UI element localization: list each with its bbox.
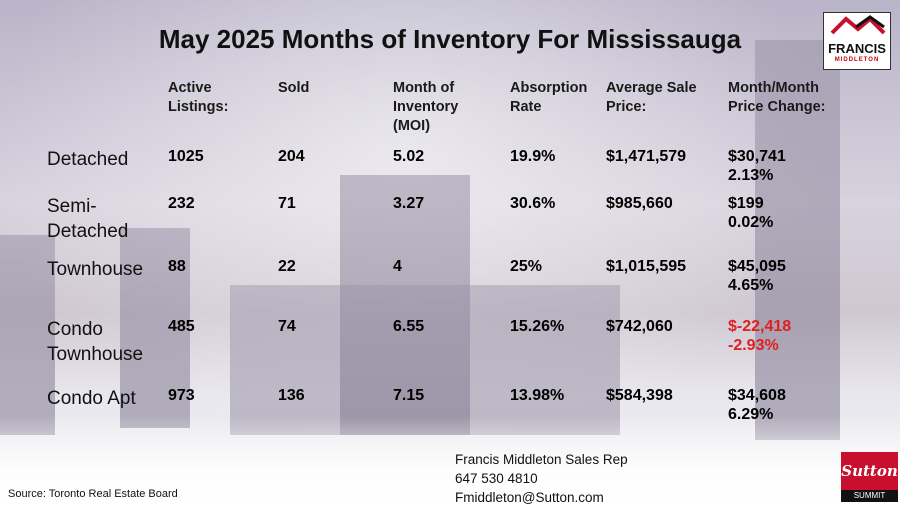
header-absorption: Absorption Rate	[510, 80, 588, 115]
cell-avg-price: $1,471,579	[606, 148, 687, 165]
contact-email: Fmiddleton@Sutton.com	[455, 490, 604, 505]
cell-change-pct: 0.02%	[728, 214, 774, 231]
cell-avg-price: $985,660	[606, 195, 673, 212]
header-active: Active Listings:	[168, 80, 229, 115]
cell-sold: 136	[278, 387, 305, 404]
cell-active: 232	[168, 195, 195, 212]
snow-ground	[0, 416, 900, 506]
cell-active: 973	[168, 387, 195, 404]
cell-sold: 204	[278, 148, 305, 165]
building-left-2	[120, 228, 190, 428]
page-title: May 2025 Months of Inventory For Mississ…	[158, 24, 742, 54]
cell-change-amount: $-22,418	[728, 318, 792, 335]
header-avg-price: Average Sale Price:	[606, 80, 697, 115]
cell-avg-price: $742,060	[606, 318, 673, 335]
header-sold: Sold	[278, 80, 310, 96]
house-roof-icon	[830, 15, 886, 35]
cell-active: 485	[168, 318, 195, 335]
cell-change-amount: $199	[728, 195, 764, 212]
cell-sold: 22	[278, 258, 296, 275]
cell-change-pct: 6.29%	[728, 406, 774, 423]
cell-active: 1025	[168, 148, 204, 165]
cell-change-pct: 4.65%	[728, 277, 774, 294]
contact-name: Francis Middleton Sales Rep	[455, 452, 628, 467]
logo-sub: MIDDLETON	[834, 57, 880, 63]
cell-change-amount: $30,741	[728, 148, 786, 165]
cell-moi: 5.02	[393, 148, 425, 165]
sutton-logo: Sutton SUMMIT	[841, 452, 898, 502]
row-label: Detached	[47, 149, 129, 170]
source-note: Source: Toronto Real Estate Board	[8, 488, 178, 500]
cell-change-amount: $45,095	[728, 258, 786, 275]
cell-moi: 6.55	[393, 318, 425, 335]
cell-moi: 3.27	[393, 195, 425, 212]
cell-sold: 74	[278, 318, 296, 335]
cell-avg-price: $584,398	[606, 387, 673, 404]
sutton-sub: SUMMIT	[841, 490, 898, 502]
contact-phone: 647 530 4810	[455, 471, 538, 486]
francis-middleton-logo: FRANCIS MIDDLETON	[823, 12, 891, 70]
cell-absorption: 25%	[510, 258, 543, 275]
row-label: Condo Apt	[47, 388, 136, 409]
contact-info: Francis Middleton Sales Rep 647 530 4810…	[455, 450, 628, 507]
cell-moi: 4	[393, 258, 402, 275]
row-label: Semi- Detached	[47, 196, 129, 242]
cell-absorption: 15.26%	[510, 318, 565, 335]
cell-change-pct: -2.93%	[728, 337, 779, 354]
building-right-tower	[755, 40, 840, 440]
cell-change-amount: $34,608	[728, 387, 786, 404]
cell-moi: 7.15	[393, 387, 425, 404]
sutton-name: Sutton	[841, 452, 898, 490]
header-mom-change: Month/Month Price Change:	[728, 80, 826, 115]
cell-absorption: 13.98%	[510, 387, 565, 404]
row-label: Condo Townhouse	[47, 319, 144, 365]
building-left	[0, 235, 55, 435]
building-glass-center	[230, 285, 620, 435]
header-moi: Month of Inventory (MOI)	[393, 80, 459, 134]
building-center-tower	[340, 175, 470, 435]
cell-avg-price: $1,015,595	[606, 258, 687, 275]
cell-active: 88	[168, 258, 186, 275]
cell-absorption: 30.6%	[510, 195, 556, 212]
cell-sold: 71	[278, 195, 296, 212]
row-label: Townhouse	[47, 259, 144, 280]
cell-absorption: 19.9%	[510, 148, 556, 165]
cell-change-pct: 2.13%	[728, 167, 774, 184]
logo-name: FRANCIS	[828, 41, 886, 56]
